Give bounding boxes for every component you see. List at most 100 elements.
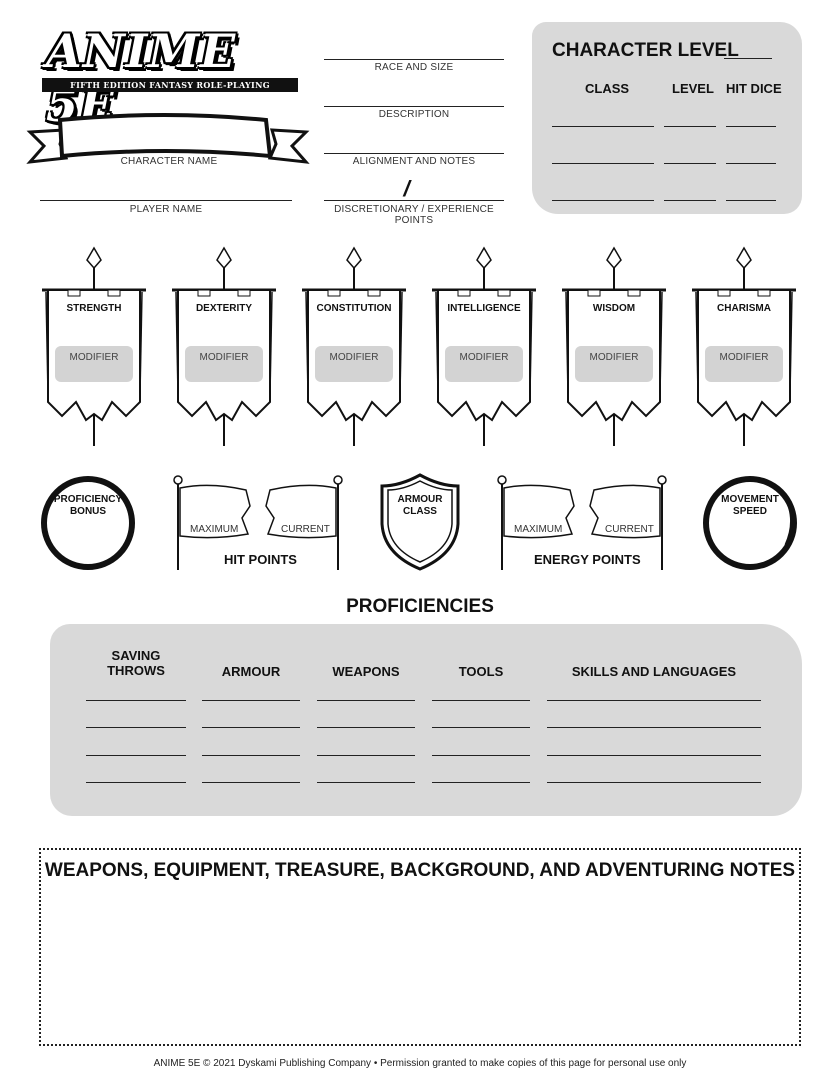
hit-dice-line-3[interactable]	[726, 200, 776, 201]
weapons-header: WEAPONS	[332, 664, 400, 679]
level-header: LEVEL	[672, 81, 714, 96]
armour-class-label: ARMOUR CLASS	[380, 494, 460, 518]
notes-title: WEAPONS, EQUIPMENT, TREASURE, BACKGROUND…	[44, 860, 796, 881]
proficiencies-title: PROFICIENCIES	[346, 596, 494, 617]
saving-throws-line2: THROWS	[107, 663, 165, 678]
footer-copyright: ANIME 5E © 2021 Dyskami Publishing Compa…	[153, 1058, 687, 1069]
saving-throws-header: SAVING THROWS	[86, 648, 186, 678]
character-level-panel	[532, 22, 802, 214]
ability-name: WISDOM	[592, 303, 636, 314]
armour-line[interactable]	[202, 700, 300, 701]
character-level-title: CHARACTER LEVEL	[552, 40, 739, 61]
class-line-3[interactable]	[552, 200, 654, 201]
saving-throws-line[interactable]	[86, 727, 186, 728]
description-line[interactable]	[324, 106, 504, 107]
shield-icon[interactable]	[378, 472, 462, 572]
class-line-1[interactable]	[552, 126, 654, 127]
points-separator: /	[401, 176, 413, 201]
modifier-box[interactable]: MODIFIER	[55, 346, 133, 382]
points-line[interactable]	[324, 200, 504, 201]
skills-line[interactable]	[547, 727, 761, 728]
logo: ANIME 5E FIFTH EDITION FANTASY ROLE-PLAY…	[38, 24, 300, 132]
hit-points-current: CURRENT	[281, 524, 330, 535]
energy-points-current: CURRENT	[605, 524, 654, 535]
proficiency-bonus-line2: BONUS	[69, 506, 107, 517]
skills-line[interactable]	[547, 755, 761, 756]
movement-speed-line1: MOVEMENT	[721, 494, 779, 505]
logo-subtitle: FIFTH EDITION FANTASY ROLE-PLAYING ADVEN…	[42, 78, 298, 104]
ability-intelligence[interactable]: INTELLIGENCE MODIFIER	[428, 246, 540, 446]
skills-line[interactable]	[547, 782, 761, 783]
player-name-line[interactable]	[40, 200, 292, 201]
level-line-1[interactable]	[664, 126, 716, 127]
character-name-label: CHARACTER NAME	[120, 156, 218, 167]
proficiencies-panel	[50, 624, 802, 816]
player-name-label: PLAYER NAME	[129, 204, 203, 215]
ability-charisma[interactable]: CHARISMA MODIFIER	[688, 246, 800, 446]
hit-points-flags-icon[interactable]	[170, 474, 346, 572]
armour-line[interactable]	[202, 782, 300, 783]
armour-line[interactable]	[202, 727, 300, 728]
proficiency-bonus-label: PROFICIENCY BONUS	[48, 494, 128, 518]
ability-name: CONSTITUTION	[316, 303, 392, 314]
modifier-box[interactable]: MODIFIER	[575, 346, 653, 382]
energy-points-flags-icon[interactable]	[494, 474, 670, 572]
hit-dice-header: HIT DICE	[726, 81, 782, 96]
ability-dexterity[interactable]: DEXTERITY MODIFIER	[168, 246, 280, 446]
proficiency-bonus-line1: PROFICIENCY	[53, 494, 123, 505]
notes-box[interactable]	[39, 848, 801, 1046]
modifier-box[interactable]: MODIFIER	[445, 346, 523, 382]
tools-line[interactable]	[432, 782, 530, 783]
modifier-box[interactable]: MODIFIER	[315, 346, 393, 382]
tools-line[interactable]	[432, 727, 530, 728]
ability-constitution[interactable]: CONSTITUTION MODIFIER	[298, 246, 410, 446]
character-level-line[interactable]	[724, 58, 772, 59]
saving-throws-line[interactable]	[86, 755, 186, 756]
ability-strength[interactable]: STRENGTH MODIFIER	[38, 246, 150, 446]
hit-dice-line-1[interactable]	[726, 126, 776, 127]
saving-throws-line1: SAVING	[111, 648, 161, 663]
hit-points-maximum: MAXIMUM	[190, 524, 239, 535]
weapons-line[interactable]	[317, 782, 415, 783]
movement-speed-label: MOVEMENT SPEED	[710, 494, 790, 518]
armour-header: ARMOUR	[221, 664, 281, 679]
level-line-2[interactable]	[664, 163, 716, 164]
race-size-label: RACE AND SIZE	[374, 62, 454, 73]
ability-name: DEXTERITY	[195, 303, 253, 314]
level-line-3[interactable]	[664, 200, 716, 201]
modifier-box[interactable]: MODIFIER	[705, 346, 783, 382]
movement-speed-line2: SPEED	[733, 506, 767, 517]
description-label: DESCRIPTION	[378, 109, 450, 120]
weapons-line[interactable]	[317, 700, 415, 701]
movement-ring-icon[interactable]	[700, 473, 800, 573]
saving-throws-line[interactable]	[86, 782, 186, 783]
alignment-label: ALIGNMENT AND NOTES	[352, 156, 476, 167]
weapons-line[interactable]	[317, 755, 415, 756]
hit-dice-line-2[interactable]	[726, 163, 776, 164]
energy-points-label: ENERGY POINTS	[534, 552, 641, 567]
ability-name: INTELLIGENCE	[447, 303, 521, 314]
race-size-line[interactable]	[324, 59, 504, 60]
modifier-box[interactable]: MODIFIER	[185, 346, 263, 382]
ability-wisdom[interactable]: WISDOM MODIFIER	[558, 246, 670, 446]
tools-header: TOOLS	[458, 664, 504, 679]
hit-points-label: HIT POINTS	[224, 552, 297, 567]
character-name-scroll	[26, 113, 310, 164]
tools-line[interactable]	[432, 700, 530, 701]
alignment-line[interactable]	[324, 153, 504, 154]
ability-name: STRENGTH	[66, 303, 122, 314]
class-line-2[interactable]	[552, 163, 654, 164]
armour-line[interactable]	[202, 755, 300, 756]
ability-name: CHARISMA	[717, 303, 771, 314]
skills-languages-header: SKILLS AND LANGUAGES	[571, 664, 737, 679]
saving-throws-line[interactable]	[86, 700, 186, 701]
armour-class-line1: ARMOUR	[397, 494, 443, 505]
armour-class-line2: CLASS	[403, 506, 437, 517]
class-header: CLASS	[585, 81, 630, 96]
tools-line[interactable]	[432, 755, 530, 756]
points-label: DISCRETIONARY / EXPERIENCE POINTS	[334, 204, 494, 226]
proficiency-ring-icon[interactable]	[38, 473, 138, 573]
energy-points-maximum: MAXIMUM	[514, 524, 563, 535]
skills-line[interactable]	[547, 700, 761, 701]
weapons-line[interactable]	[317, 727, 415, 728]
